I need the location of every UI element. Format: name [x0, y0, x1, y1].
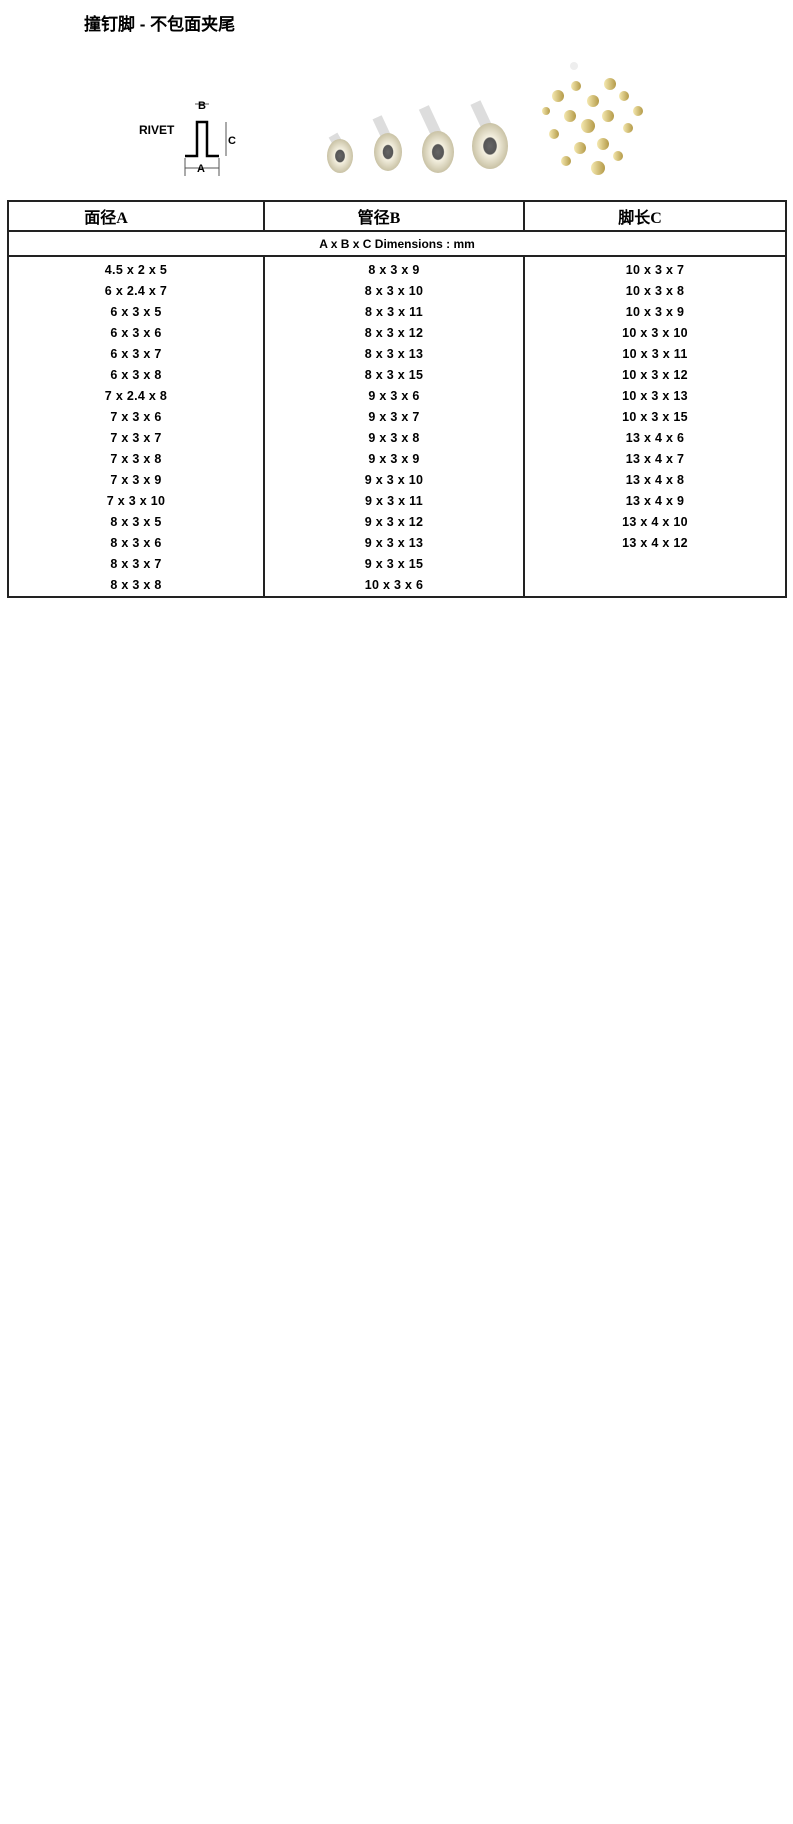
size-cell: 9 x 3 x 12 — [364, 515, 424, 529]
size-cell: 7 x 3 x 9 — [110, 473, 162, 487]
size-cell: 10 x 3 x 13 — [622, 389, 688, 403]
size-cell: 6 x 3 x 5 — [110, 305, 162, 319]
header-c: 脚长C — [618, 210, 662, 227]
header-row: 面径A 管径B 脚长C — [7, 200, 787, 232]
column-b: 8 x 3 x 9 8 x 3 x 10 8 x 3 x 11 8 x 3 x 12 8… — [263, 255, 525, 598]
size-cell: 9 x 3 x 8 — [368, 431, 420, 445]
rivet-label: RIVET — [139, 123, 175, 137]
c-label: C — [228, 135, 236, 147]
size-cell: 7 x 3 x 10 — [106, 494, 166, 508]
header-b: 管径B — [357, 210, 401, 227]
a-label: A — [197, 163, 205, 175]
size-cell: 7 x 2.4 x 8 — [104, 389, 168, 403]
size-cell: 6 x 3 x 7 — [110, 347, 162, 361]
column-c: 10 x 3 x 7 10 x 3 x 8 10 x 3 x 9 10 x 3 x 1… — [523, 255, 787, 598]
size-cell: 13 x 4 x 8 — [625, 473, 685, 487]
size-cell: 9 x 3 x 13 — [364, 536, 424, 550]
size-cell: 10 x 3 x 9 — [625, 305, 685, 319]
size-cell: 8 x 3 x 6 — [110, 536, 162, 550]
size-cell: 10 x 3 x 7 — [625, 263, 685, 277]
rivets-photo — [327, 62, 643, 175]
size-cell: 10 x 3 x 11 — [622, 347, 688, 361]
size-cell: 8 x 3 x 7 — [110, 557, 162, 571]
size-cell: 9 x 3 x 9 — [368, 452, 420, 466]
size-cell: 8 x 3 x 9 — [368, 263, 420, 277]
size-cell: 9 x 3 x 7 — [368, 410, 420, 424]
size-cell: 8 x 3 x 13 — [364, 347, 424, 361]
column-a: 4.5 x 2 x 5 6 x 2.4 x 7 6 x 3 x 5 6 x 3 x 6… — [7, 255, 265, 598]
size-cell: 10 x 3 x 15 — [622, 410, 688, 424]
dimensions-note: A x B x C Dimensions : mm — [7, 230, 787, 257]
size-cell: 9 x 3 x 6 — [368, 389, 420, 403]
size-cell: 6 x 3 x 6 — [110, 326, 162, 340]
size-cell: 7 x 3 x 6 — [110, 410, 162, 424]
size-cell: 13 x 4 x 9 — [625, 494, 685, 508]
size-cell: 13 x 4 x 12 — [622, 536, 688, 550]
size-cell: 8 x 3 x 10 — [364, 284, 424, 298]
size-cell: 13 x 4 x 10 — [622, 515, 688, 529]
dimensions-row: A x B x C Dimensions : mm — [7, 230, 787, 257]
size-cell: 7 x 3 x 7 — [110, 431, 162, 445]
page-title: 撞钉脚 - 不包面夹尾 — [84, 15, 236, 34]
size-cell: 13 x 4 x 7 — [625, 452, 685, 466]
size-cell: 9 x 3 x 15 — [364, 557, 424, 571]
sizes-row: 4.5 x 2 x 5 6 x 2.4 x 7 6 x 3 x 5 6 x 3 x 6… — [7, 255, 787, 598]
size-cell: 6 x 3 x 8 — [110, 368, 162, 382]
rivet-size-table: 面径A 管径B 脚长C A x B x C Dimensions : mm 4.… — [7, 200, 787, 598]
size-cell: 6 x 2.4 x 7 — [104, 284, 168, 298]
size-cell: 7 x 3 x 8 — [110, 452, 162, 466]
size-cell: 10 x 3 x 12 — [622, 368, 688, 382]
size-cell: 10 x 3 x 6 — [364, 578, 424, 592]
size-cell: 8 x 3 x 8 — [110, 578, 162, 592]
header-a: 面径A — [84, 210, 128, 227]
size-cell: 4.5 x 2 x 5 — [104, 263, 168, 277]
size-cell: 13 x 4 x 6 — [625, 431, 685, 445]
size-cell: 9 x 3 x 10 — [364, 473, 424, 487]
size-cell: 8 x 3 x 15 — [364, 368, 424, 382]
size-cell: 9 x 3 x 11 — [365, 494, 423, 508]
size-cell: 8 x 3 x 5 — [110, 515, 162, 529]
b-label: B — [198, 100, 206, 112]
size-cell: 8 x 3 x 12 — [364, 326, 424, 340]
size-cell: 10 x 3 x 8 — [625, 284, 685, 298]
size-cell: 8 x 3 x 11 — [365, 305, 423, 319]
rivet-diagram: RIVET B C A — [139, 100, 236, 176]
size-cell: 10 x 3 x 10 — [622, 326, 688, 340]
